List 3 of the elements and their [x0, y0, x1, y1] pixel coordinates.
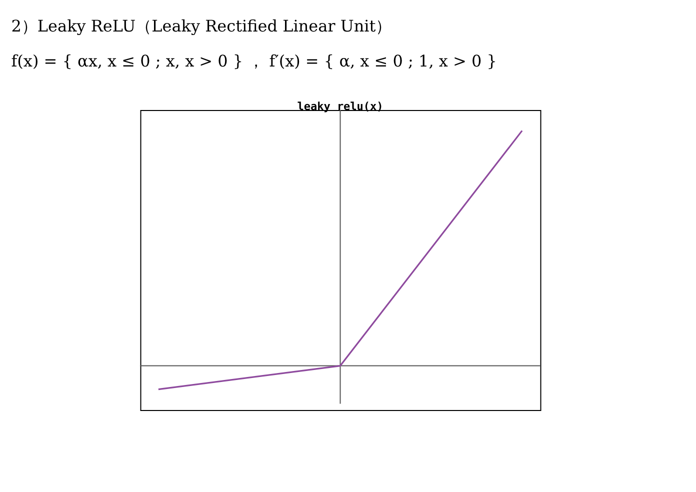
text: f(x) = { αx, x ≤ 0 ; x, x > 0 } ， f′(x) = { α, x ≤ 0 ; 1, x > 0 }	[11, 52, 497, 70]
text: 2）Leaky ReLU（Leaky Rectified Linear Unit）	[11, 16, 392, 36]
chart-title: leaky relu(x)	[297, 100, 384, 113]
